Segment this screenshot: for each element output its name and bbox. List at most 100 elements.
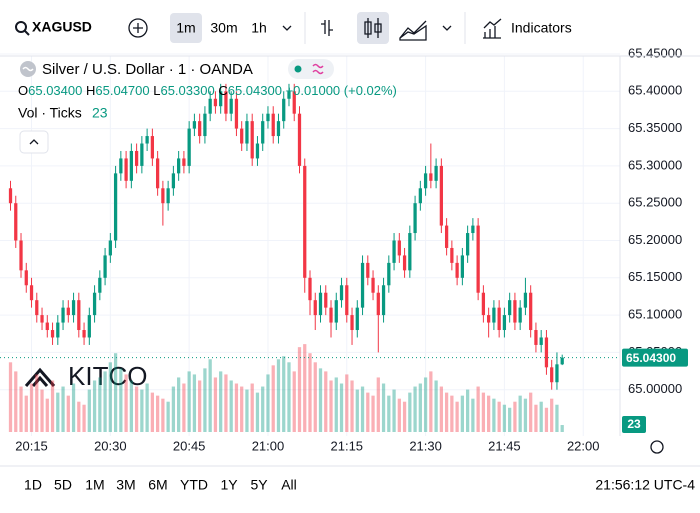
volume-bar [492, 398, 496, 432]
range-button[interactable]: 5D [54, 477, 72, 493]
dropdown[interactable] [282, 25, 292, 31]
range-button[interactable]: All [281, 477, 297, 493]
volume-bar [155, 395, 160, 432]
candle-body [550, 367, 554, 383]
dropdown[interactable] [442, 25, 452, 31]
range-button[interactable]: YTD [180, 477, 208, 493]
volume-bar [219, 371, 223, 432]
volume-bar [471, 398, 475, 432]
volume-bar [455, 401, 459, 432]
area-icon[interactable] [399, 20, 427, 41]
watermark-text: KITCO [68, 361, 147, 391]
volume-legend-value: 23 [92, 105, 108, 121]
volume-bar [392, 389, 396, 432]
candle-body [355, 307, 359, 331]
change: +0.01000 (+0.02%) [286, 83, 397, 98]
range-button[interactable]: 1Y [220, 477, 238, 493]
interval[interactable]: 1m [176, 20, 195, 36]
compare-button[interactable] [128, 18, 148, 38]
volume-bar [555, 404, 559, 432]
ohlc-value: 65.04700 [95, 83, 149, 98]
bars-icon[interactable] [321, 20, 333, 36]
volume-bar [161, 398, 165, 432]
candle-body [387, 262, 391, 286]
candle-body [234, 98, 239, 129]
range-button[interactable]: 6M [148, 477, 167, 493]
y-tick-label: 65.20000 [628, 232, 682, 247]
y-tick-label: 65.45000 [628, 45, 682, 60]
volume-bar [476, 386, 480, 432]
candle-body [171, 173, 176, 189]
candle-body [40, 315, 44, 323]
y-tick-label: 65.10000 [628, 307, 682, 322]
candle-body [481, 292, 486, 316]
candle-body [108, 240, 112, 256]
volume-bar [8, 362, 13, 432]
ohlc-value: 65.03300 [160, 83, 214, 98]
chart-type-selected[interactable] [357, 12, 389, 44]
search-icon[interactable] [15, 21, 27, 33]
symbol[interactable]: XAGUSD [32, 19, 92, 35]
y-tick-label: 65.15000 [628, 269, 682, 284]
candle-body [250, 121, 254, 159]
volume-bar [224, 374, 228, 432]
candle-body [192, 121, 197, 129]
candle-body [297, 113, 302, 166]
volume-bar [397, 398, 401, 432]
volume-bar [87, 389, 91, 432]
candle-body [460, 255, 465, 278]
volume-bar [166, 401, 170, 432]
candle-body [140, 143, 144, 166]
range-buttons: 1D 5D 1M 3M 6M YTD 1Y 5Y All [24, 477, 297, 493]
volume-bar [77, 401, 81, 432]
volume-bar [208, 359, 212, 432]
candle-body [177, 158, 181, 174]
candle-body [82, 330, 86, 338]
candle-body [208, 98, 212, 114]
volume-bar [387, 395, 391, 432]
volume-bar [240, 386, 244, 432]
range-button[interactable]: 1D [24, 477, 42, 493]
volume-bar [529, 392, 533, 432]
volume-bar [35, 374, 39, 432]
candle-body [8, 188, 13, 204]
volume-bar [497, 401, 501, 432]
volume-last-label: 23 [627, 417, 641, 431]
interval[interactable]: 30m [210, 20, 237, 36]
collapse-button[interactable] [19, 130, 49, 154]
volume-bar [297, 347, 302, 432]
last-price-label: 65.04300 [626, 351, 676, 365]
volume-bar [234, 383, 239, 432]
volume-bar [434, 380, 438, 432]
candle-body [45, 322, 49, 331]
ohlc-legend: O65.03400 H65.04700 L65.03300 C65.04300 … [18, 83, 397, 98]
candle-body [87, 315, 91, 338]
candle-body [219, 91, 223, 107]
interval[interactable]: 1h [251, 20, 267, 36]
y-tick-label: 65.30000 [628, 157, 682, 172]
candle-body [513, 300, 517, 323]
candle-body [271, 113, 275, 137]
range-button[interactable]: 3M [116, 477, 135, 493]
x-tick-label: 21:45 [488, 438, 521, 453]
candle-body [371, 277, 375, 293]
volume-bar [24, 395, 28, 432]
volume-bar [266, 374, 270, 432]
ohlc-label: C [218, 83, 227, 98]
settings-button[interactable] [650, 440, 664, 454]
x-tick-label: 20:30 [94, 438, 127, 453]
candle-body [245, 121, 249, 144]
candle-body [292, 91, 296, 114]
ohlc-text: O65.03400 H65.04700 L65.03300 C65.04300 … [18, 83, 397, 98]
volume-bar [103, 371, 107, 432]
volume-bar [213, 377, 218, 432]
candle-body [129, 150, 133, 181]
candle-body [429, 173, 433, 181]
indicators[interactable]: Indicators [511, 20, 572, 36]
compare-icon [133, 23, 143, 33]
indicators-icon[interactable] [483, 18, 502, 39]
candle-body [276, 121, 281, 137]
range-button[interactable]: 5Y [250, 477, 268, 493]
range-button[interactable]: 1M [85, 477, 104, 493]
interval-selected[interactable] [170, 13, 202, 43]
